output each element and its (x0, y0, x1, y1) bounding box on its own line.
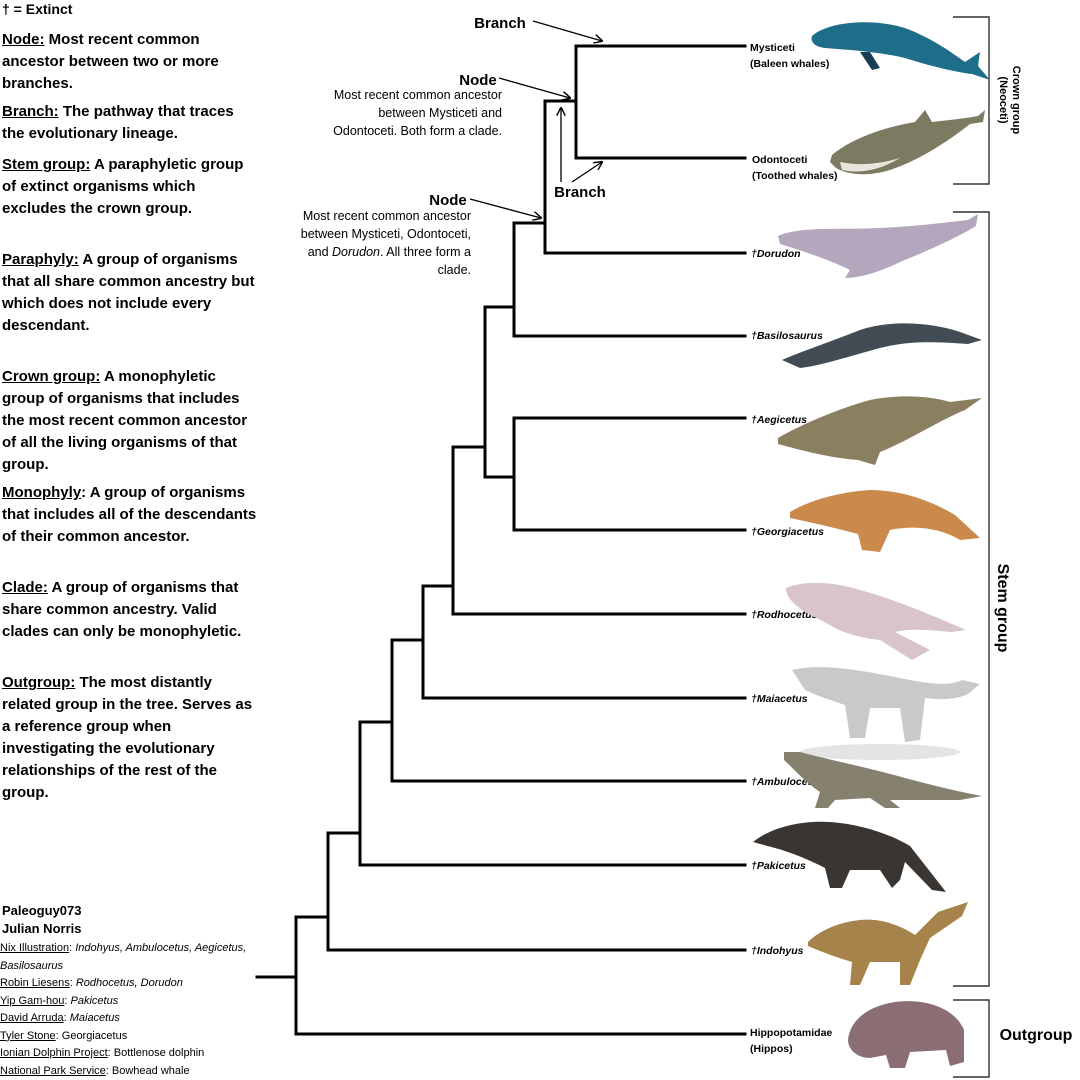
bracket-crown-group (953, 16, 990, 185)
hippo-illustration (848, 1001, 964, 1068)
credit-line: Nix Illustration: Indohyus, Ambulocetus,… (0, 942, 247, 972)
definition-text: A group of organisms that share common a… (2, 579, 242, 640)
definition-stem-group: Stem group: A paraphyletic group of exti… (2, 154, 257, 220)
image-credits: Nix Illustration: Indohyus, Ambulocetus,… (0, 940, 250, 1080)
branch-label-top: Branch (474, 15, 526, 32)
node-label-1: Node (459, 72, 497, 89)
definition-text: A group of organisms that all share comm… (2, 251, 255, 334)
definition-branch: Branch: The pathway that traces the evol… (2, 101, 257, 145)
tree-node-neoceti (543, 44, 747, 160)
definition-paraphyly: Paraphyly: A group of organisms that all… (2, 249, 257, 337)
definition-text: : A group of organisms that includes all… (2, 484, 257, 545)
tree-node-dorudon-split (512, 99, 747, 255)
taxon-hippopotamidae-common: (Hippos) (750, 1043, 793, 1055)
branch-label-mid: Branch (554, 184, 606, 201)
taxon-indohyus: †Indohyus (751, 945, 804, 957)
taxon-mysticeti: Mysticeti (750, 42, 795, 54)
definition-term: Stem group: (2, 156, 91, 173)
arrow-node-1 (498, 77, 570, 98)
taxon-maiacetus: †Maiacetus (751, 693, 808, 705)
tree-node-maiacetus-split (390, 584, 747, 700)
credit-line: Robin Liesens: Rodhocetus, Dorudon (0, 977, 183, 989)
group-label-crown: Crown group (Neoceti) (997, 66, 1022, 135)
tree-node-ambulocetus-split (358, 638, 747, 783)
taxon-georgiacetus: †Georgiacetus (751, 526, 824, 538)
definition-term: Branch: (2, 103, 59, 120)
definition-text: A paraphyletic group of extinct organism… (2, 156, 244, 217)
taxon-basilosaurus: †Basilosaurus (751, 330, 823, 342)
authors: Paleoguy073 Julian Norris (2, 902, 82, 938)
basilosaurus-illustration (782, 323, 982, 368)
definition-clade: Clade: A group of organisms that share c… (2, 577, 257, 643)
dorudon-illustration (778, 214, 978, 278)
taxon-odontoceti: Odontoceti (752, 154, 807, 166)
indohyus-illustration (808, 902, 968, 985)
taxon-hippopotamidae: Hippopotamidae (750, 1027, 832, 1039)
group-label-stem: Stem group (994, 564, 1011, 653)
taxon-rodhocetus: †Rodhocetus (751, 609, 818, 621)
node-2-text: Most recent common ancestor (303, 209, 471, 223)
maiacetus-illustration (792, 667, 980, 760)
arrow-node-2 (469, 198, 541, 218)
tree-node-indohyus (326, 831, 747, 952)
dolphin-illustration (830, 110, 985, 175)
credit-line: Yip Gam-hou: Pakicetus (0, 994, 119, 1007)
group-label-outgroup: Outgroup (1000, 1027, 1073, 1044)
taxon-pakicetus: †Pakicetus (751, 860, 806, 872)
arrow-branch-mid (571, 162, 602, 183)
node-2-text: and Dorudon. All three form a (308, 245, 471, 259)
definition-crown-group: Crown group: A monophyletic group of org… (2, 366, 257, 476)
pakicetus-illustration (753, 821, 946, 892)
tree-node-rodhocetus-split (421, 445, 747, 616)
definition-text: The pathway that traces the evolutionary… (2, 103, 234, 142)
tree-node-pakicetus-split (326, 720, 747, 867)
ambulocetus-illustration (784, 752, 982, 808)
bowhead-whale-illustration (811, 22, 990, 81)
node-1-text: Most recent common ancestor (334, 88, 502, 102)
taxon-aegicetus: †Aegicetus (751, 414, 807, 426)
bracket-stem-group (953, 211, 990, 987)
author-name: Julian Norris (2, 921, 82, 936)
rodhocetus-illustration (786, 582, 966, 660)
definition-monophyly: Monophyly: A group of organisms that inc… (2, 482, 257, 548)
node-1-text: between Mysticeti and (378, 106, 502, 120)
definition-text: A monophyletic group of organisms that i… (2, 368, 248, 473)
node-2-text: clade. (438, 263, 471, 277)
definition-node: Node: Most recent common ancestor betwee… (2, 29, 257, 95)
tree-node-basilosaurus-split (483, 221, 747, 338)
definition-text: The most distantly related group in the … (2, 674, 253, 801)
node-2-text: between Mysticeti, Odontoceti, (301, 227, 471, 241)
definition-term: Clade: (2, 579, 48, 596)
definition-term: Crown group: (2, 368, 101, 385)
svg-text:(Neoceti): (Neoceti) (997, 76, 1009, 123)
taxon-odontoceti-common: (Toothed whales) (752, 170, 838, 182)
svg-text:Crown group: Crown group (1010, 66, 1022, 135)
annotation-arrows (469, 20, 602, 218)
bracket-outgroup (953, 999, 990, 1078)
arrow-branch-top (532, 20, 602, 41)
author-name: Paleoguy073 (2, 903, 82, 918)
aegicetus-illustration (778, 396, 982, 465)
taxon-dorudon: †Dorudon (751, 248, 801, 260)
credit-line: David Arruda: Maiacetus (0, 1012, 120, 1024)
extinct-legend: † = Extinct (2, 1, 73, 17)
credit-line: Tyler Stone: Georgiacetus (0, 1029, 128, 1042)
definition-term: Paraphyly: (2, 251, 79, 268)
tree-node-aegicetus-clade (451, 305, 747, 532)
credit-line: National Park Service: Bowhead whale (0, 1064, 190, 1077)
definition-outgroup: Outgroup: The most distantly related gro… (2, 672, 257, 804)
node-1-text: Odontoceti. Both form a clade. (333, 124, 502, 138)
definition-term: Monophyly (2, 484, 82, 501)
georgiacetus-illustration (790, 490, 980, 552)
node-label-2: Node (429, 192, 467, 209)
definition-term: Node: (2, 31, 45, 48)
definition-text: Most recent common ancestor between two … (2, 31, 219, 92)
taxon-mysticeti-common: (Baleen whales) (750, 58, 829, 70)
credit-line: Ionian Dolphin Project: Bottlenose dolph… (0, 1047, 205, 1059)
tree-node-outgroup (294, 915, 747, 1036)
definition-term: Outgroup: (2, 674, 76, 691)
